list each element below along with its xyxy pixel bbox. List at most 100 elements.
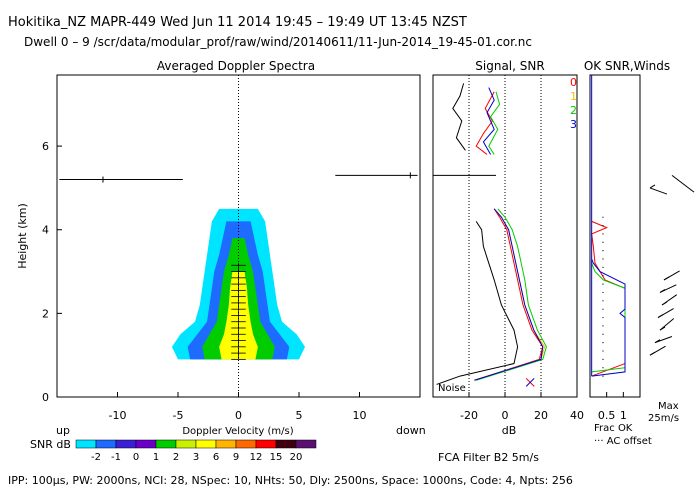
- db-label: dB: [502, 424, 517, 437]
- x-tick-label: 0.5: [598, 409, 616, 422]
- x-tick-label: 0: [235, 409, 242, 422]
- legend-label: 12: [250, 452, 263, 463]
- x-tick-label: -20: [460, 409, 478, 422]
- signal-series-noise: [436, 221, 519, 385]
- legend-swatch: [75, 439, 97, 449]
- x-tick-label: -5: [173, 409, 184, 422]
- signal-upper-series: [452, 83, 466, 151]
- signal-series-2: [476, 208, 547, 381]
- ac-offset-dot: [602, 375, 604, 377]
- legend-label: 3: [193, 452, 199, 463]
- wind-arrow-head: [654, 339, 661, 344]
- legend-label: -1: [111, 452, 121, 463]
- wind-arrow: [671, 174, 695, 193]
- frac-ok-label: Frac OK: [594, 423, 633, 434]
- signal-upper-series: [482, 87, 495, 155]
- signal-panel: -20 0 20 40: [432, 74, 584, 422]
- x-axis-label: Doppler Velocity (m/s): [182, 426, 293, 437]
- legend-label: -2: [91, 452, 101, 463]
- signal-upper-series: [475, 91, 495, 155]
- series-legend-3: 3: [570, 118, 577, 131]
- ac-offset-dot: [602, 291, 604, 294]
- up-label: up: [56, 424, 70, 437]
- wind-arrow: [654, 336, 673, 344]
- ac-offset-dot: [602, 216, 604, 218]
- ac-offset-dot: [602, 350, 604, 352]
- signal-series-3: [474, 208, 544, 381]
- down-label: down: [396, 424, 426, 437]
- x-tick-label: 5: [296, 409, 303, 422]
- series-legend: 0 1 2 3: [570, 76, 577, 131]
- signal-upper-series: [488, 91, 501, 155]
- legend-swatch: [115, 439, 137, 449]
- x-tick-label: -10: [109, 409, 127, 422]
- legend-swatch: [195, 439, 217, 449]
- x-tick-label: 0: [502, 409, 509, 422]
- y-tick-label: 4: [42, 224, 49, 237]
- ac-offset-dot: [602, 333, 604, 335]
- legend-swatch: [175, 439, 197, 449]
- snr-legend: -2 -1 0 1 2 3 6 9 12 15 20: [75, 439, 317, 463]
- winds-frame: [589, 74, 641, 398]
- ac-offset-dot: [602, 308, 604, 310]
- series-legend-2: 2: [570, 104, 577, 117]
- winds-series-green: [591, 262, 626, 373]
- ac-offset-dot: [602, 316, 604, 319]
- wind-arrow-head: [649, 351, 656, 356]
- ac-offset-dot: [602, 224, 604, 227]
- wind-arrow-head: [663, 276, 670, 281]
- series-legend-0: 0: [570, 76, 577, 89]
- legend-title: SNR dB: [30, 438, 71, 451]
- ac-offset-dot: [602, 300, 604, 302]
- ac-offset-dot: [602, 325, 604, 327]
- ac-offset-dot: [602, 233, 604, 235]
- ac-offset-dot: [602, 283, 604, 285]
- max-label: Max: [658, 401, 679, 412]
- y-axis-label: Height (km): [16, 203, 29, 269]
- ac-offset-dot: [602, 275, 604, 277]
- winds-panel: 0.5 1: [589, 74, 695, 422]
- noise-label: Noise: [438, 383, 466, 394]
- winds-title: OK SNR,Winds: [584, 59, 670, 73]
- legend-swatch: [215, 439, 237, 449]
- ac-offset-dot: [602, 367, 604, 369]
- legend-label: 6: [213, 452, 219, 463]
- wind-arrow-head: [659, 326, 666, 331]
- legend-swatch: [135, 439, 157, 449]
- series-legend-1: 1: [570, 90, 577, 103]
- wind-arrow-head: [661, 301, 668, 306]
- wind-arrow-head: [649, 184, 656, 189]
- winds-series-blue: [591, 258, 626, 377]
- y-tick-label: 2: [42, 307, 49, 320]
- wind-arrow-head: [659, 289, 666, 293]
- noise-x-mark: [525, 378, 535, 387]
- legend-label: 0: [133, 452, 139, 463]
- signal-title: Signal, SNR: [475, 59, 544, 73]
- wind-arrow-head: [657, 314, 664, 318]
- spectra-title: Averaged Doppler Spectra: [157, 59, 315, 73]
- ac-offset-dot: [602, 358, 604, 360]
- x-tick-label: 1: [620, 409, 627, 422]
- y-tick-label: 6: [42, 140, 49, 153]
- y-tick-label: 0: [42, 391, 49, 404]
- ac-offset-dot: [602, 241, 604, 243]
- legend-label: 9: [233, 452, 239, 463]
- legend-swatch: [255, 439, 277, 449]
- header-line1: Hokitika_NZ MAPR-449 Wed Jun 11 2014 19:…: [8, 15, 467, 30]
- x-tick-label: 20: [534, 409, 548, 422]
- legend-swatch: [235, 439, 257, 449]
- ac-offset-dot: [602, 266, 604, 268]
- legend-swatch: [155, 439, 177, 449]
- legend-swatch: [275, 439, 297, 449]
- legend-label: 15: [270, 452, 283, 463]
- legend-swatch: [95, 439, 117, 449]
- max-value: 25m/s: [648, 413, 679, 424]
- ac-offset-label: ··· AC offset: [594, 436, 652, 447]
- spectra-panel: 0 2 4 6 -10 -5 0 5 10: [42, 74, 421, 422]
- ac-offset-dot: [602, 250, 604, 252]
- signal-series-0: [474, 208, 544, 381]
- x-tick-label: 10: [353, 409, 367, 422]
- header-line2: Dwell 0 – 9 /scr/data/modular_prof/raw/w…: [24, 35, 532, 49]
- legend-label: 20: [290, 452, 303, 463]
